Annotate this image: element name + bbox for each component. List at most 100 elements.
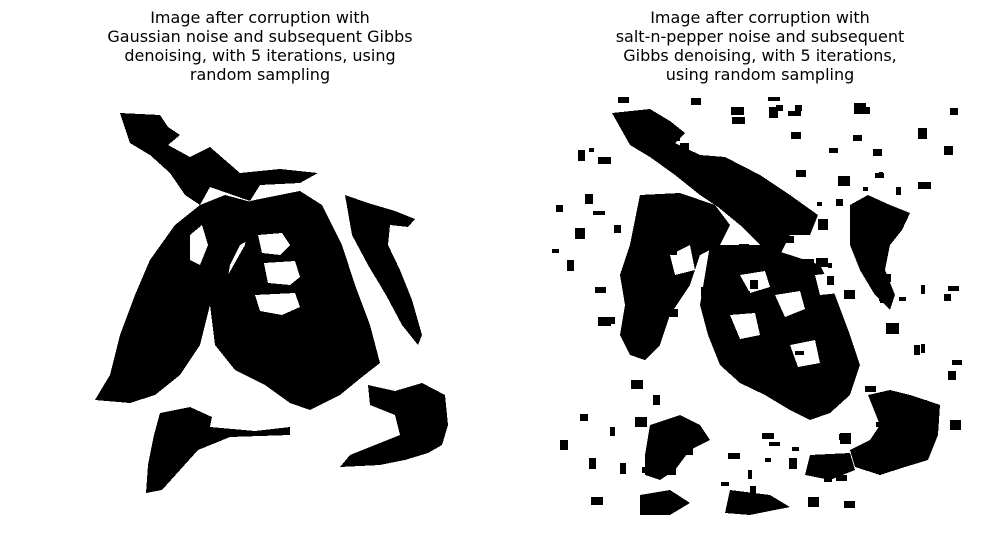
- noise-speck: [721, 482, 729, 486]
- left-panel: Image after corruption with Gaussian noi…: [40, 0, 480, 545]
- noise-speck: [552, 249, 559, 253]
- noise-speck: [705, 185, 716, 189]
- noise-speck: [768, 97, 780, 101]
- noise-speck: [732, 117, 745, 124]
- noise-speck: [618, 97, 629, 103]
- noise-speck: [950, 108, 958, 115]
- noise-speck: [876, 422, 882, 427]
- noise-speck: [784, 379, 788, 390]
- noise-speck: [680, 143, 689, 151]
- noise-speck: [836, 475, 847, 481]
- noise-speck: [641, 271, 647, 278]
- noise-speck: [754, 356, 763, 360]
- noise-speck: [598, 317, 611, 326]
- noise-speck: [776, 105, 783, 111]
- noise-speck: [853, 135, 862, 141]
- noise-speck: [879, 172, 883, 177]
- noise-speck: [808, 497, 819, 507]
- noise-speck: [638, 292, 644, 302]
- noise-speck: [834, 375, 840, 380]
- noise-speck: [556, 205, 563, 212]
- noise-speck: [663, 202, 667, 207]
- noise-speck: [662, 122, 667, 132]
- noise-speck: [791, 132, 801, 139]
- noise-speck: [669, 286, 674, 296]
- noise-speck: [626, 112, 632, 122]
- noise-speck: [765, 458, 771, 462]
- noise-speck: [731, 107, 744, 115]
- noise-speck: [578, 150, 585, 161]
- noise-speck: [789, 458, 797, 469]
- noise-speck: [792, 328, 802, 332]
- noise-speck: [614, 225, 621, 233]
- left-title-line-3: denoising, with 5 iterations, using: [124, 46, 396, 65]
- noise-speck: [844, 501, 855, 508]
- noise-speck: [860, 451, 867, 458]
- right-denoised-image: [550, 95, 970, 515]
- noise-speck: [792, 223, 805, 234]
- noise-speck: [865, 107, 870, 114]
- noise-speck: [948, 286, 959, 291]
- noise-speck: [795, 105, 802, 111]
- noise-speck: [750, 486, 756, 494]
- noise-speck: [840, 433, 851, 444]
- noise-speck: [881, 274, 891, 282]
- cow-face-clean-icon: [95, 113, 448, 493]
- right-panel-title: Image after corruption with salt-n-peppe…: [540, 8, 980, 84]
- noise-speck: [739, 244, 749, 253]
- noise-speck: [796, 170, 806, 177]
- noise-speck: [827, 276, 834, 285]
- noise-speck: [733, 304, 743, 310]
- noise-speck: [868, 268, 872, 279]
- noise-speck: [879, 436, 889, 446]
- right-panel: Image after corruption with salt-n-peppe…: [540, 0, 980, 545]
- noise-speck: [786, 236, 794, 243]
- noise-speck: [666, 465, 676, 475]
- noise-speck: [817, 202, 822, 206]
- noise-speck: [802, 259, 814, 265]
- noise-speck: [854, 103, 866, 114]
- noise-speck: [829, 148, 838, 153]
- noise-speck: [575, 228, 585, 239]
- noise-speck: [828, 263, 832, 268]
- left-title-line-1: Image after corruption with: [150, 8, 370, 27]
- noise-speck: [818, 219, 828, 230]
- noise-speck: [589, 148, 594, 152]
- noise-speck: [792, 447, 799, 451]
- noise-speck: [728, 453, 740, 459]
- noise-speck: [667, 210, 675, 215]
- noise-speck: [598, 157, 611, 164]
- noise-speck: [610, 427, 615, 436]
- noise-speck: [923, 400, 927, 409]
- noise-speck: [788, 111, 801, 116]
- noise-speck: [952, 360, 962, 365]
- noise-speck: [762, 433, 774, 439]
- noise-speck: [824, 462, 831, 472]
- noise-speck: [673, 132, 680, 141]
- noise-speck: [589, 458, 596, 469]
- noise-speck: [675, 420, 688, 426]
- noise-speck: [838, 176, 850, 186]
- right-title-line-2: salt-n-pepper noise and subsequent: [615, 27, 905, 46]
- left-panel-title: Image after corruption with Gaussian noi…: [40, 8, 480, 84]
- noise-speck: [701, 287, 710, 297]
- noise-speck: [567, 260, 574, 271]
- noise-speck: [580, 414, 588, 421]
- noise-speck: [795, 351, 804, 355]
- noise-speck: [886, 323, 899, 334]
- noise-speck: [769, 107, 778, 118]
- noise-speck: [628, 328, 638, 338]
- noise-speck: [801, 381, 805, 389]
- noise-speck: [667, 202, 671, 207]
- noise-speck: [766, 301, 777, 310]
- noise-speck: [654, 311, 664, 320]
- noise-speck: [880, 293, 888, 303]
- noise-speck: [608, 317, 615, 324]
- noise-speck: [750, 280, 758, 289]
- noise-speck: [745, 291, 750, 302]
- noise-speck: [639, 288, 652, 294]
- noise-speck: [667, 309, 678, 317]
- noise-speck: [944, 294, 951, 301]
- noise-speck: [918, 128, 927, 139]
- noise-speck: [865, 386, 876, 392]
